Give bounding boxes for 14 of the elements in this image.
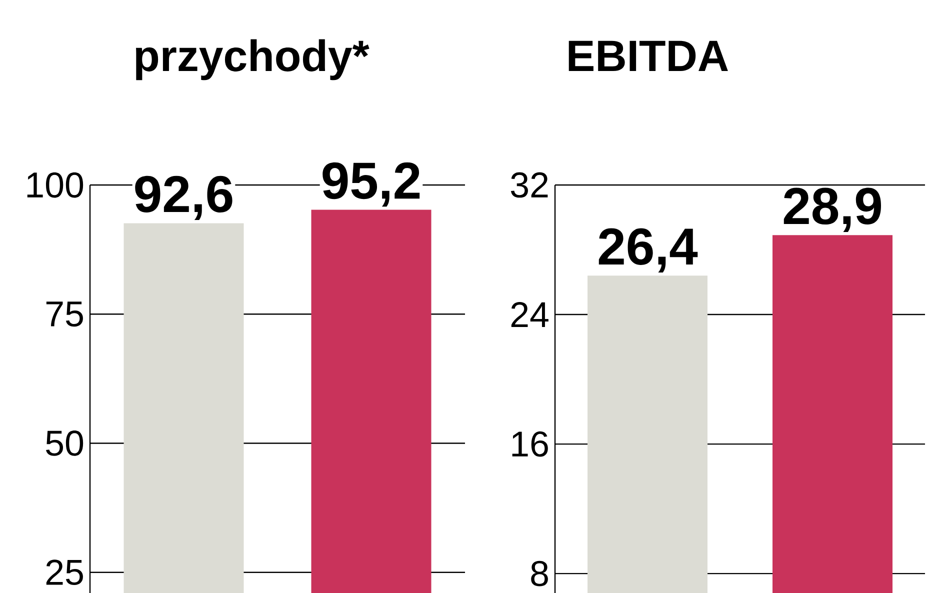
chart-title: EBITDA <box>568 40 728 72</box>
data-label: 28,9 <box>784 188 881 232</box>
chart-title: przychody* <box>136 39 370 80</box>
y-tick-label: 25 <box>46 560 83 586</box>
y-tick-label: 8 <box>531 560 548 586</box>
data-label: 26,4 <box>598 228 698 272</box>
data-label: 95,2 <box>322 162 420 207</box>
data-label: 92,6 <box>135 176 232 220</box>
y-tick-label: 24 <box>511 302 548 328</box>
y-tick-label: 75 <box>46 302 83 327</box>
y-tick-label: 32 <box>510 172 548 198</box>
y-tick-label: 100 <box>27 172 84 198</box>
y-tick-label: 16 <box>512 431 548 457</box>
y-tick-label: 50 <box>46 430 84 456</box>
